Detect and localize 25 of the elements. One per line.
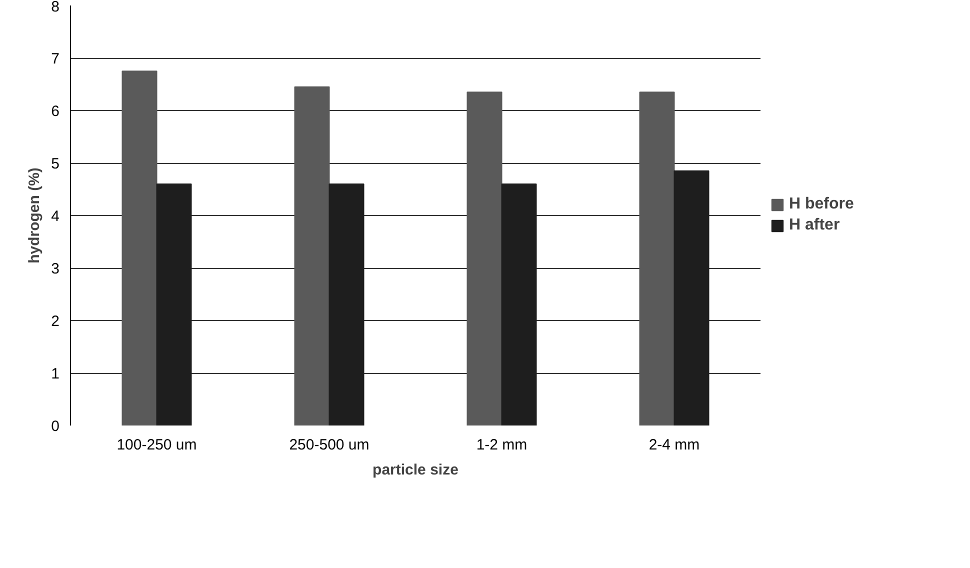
legend-label: H after — [789, 216, 840, 234]
x-axis-title: particle size — [372, 462, 458, 478]
legend-label: H before — [789, 196, 854, 214]
bar — [294, 86, 330, 426]
y-tick-label: 8 — [51, 0, 60, 16]
y-tick-label: 3 — [51, 260, 60, 278]
y-tick-label: 1 — [51, 366, 60, 382]
y-tick-label: 6 — [51, 103, 60, 120]
bar — [674, 170, 710, 426]
y-tick-label: 0 — [51, 418, 60, 435]
x-tick-label: 250-500 um — [289, 436, 370, 454]
bar — [328, 184, 364, 426]
y-tick-label: 2 — [51, 313, 60, 330]
bar — [639, 92, 675, 426]
y-tick-label: 5 — [51, 156, 60, 172]
y-tick-label: 4 — [51, 208, 60, 225]
x-tick-label: 100-250 um — [116, 436, 197, 454]
bar — [501, 184, 537, 426]
y-tick-label: 7 — [51, 50, 60, 68]
y-axis-title: hydrogen (%) — [26, 168, 44, 264]
bar — [466, 92, 502, 426]
x-tick-label: 2-4 mm — [648, 436, 700, 454]
bar — [156, 184, 192, 426]
x-tick-label: 1-2 mm — [476, 436, 528, 454]
bar — [122, 70, 158, 426]
